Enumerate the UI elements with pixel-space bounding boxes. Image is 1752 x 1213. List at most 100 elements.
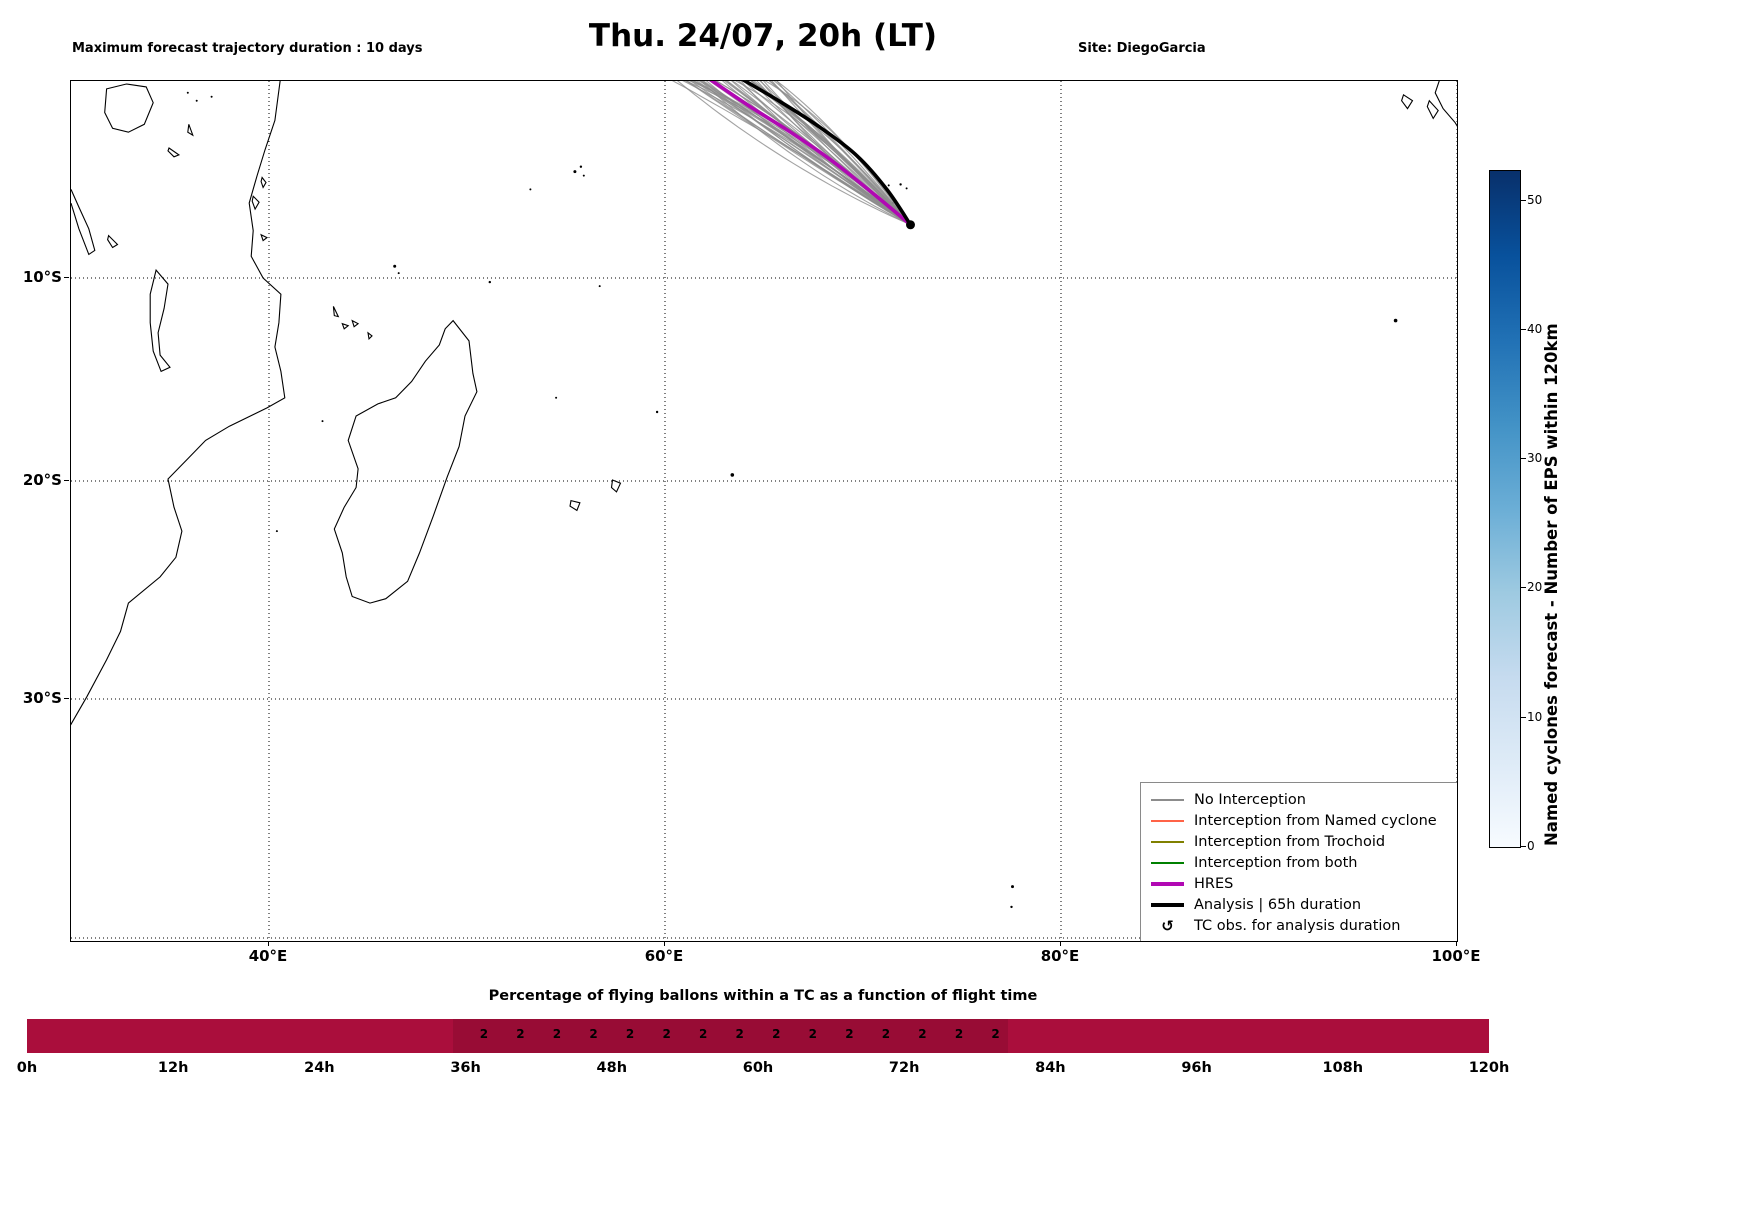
small-island-dot [1010,905,1013,909]
bar-value-label: 2 [552,1027,562,1041]
balloon-tc-bar [27,1019,1489,1053]
flight-time-tick-label: 24h [304,1060,335,1076]
colorbar-tick-mark [1521,846,1526,847]
eps-trajectory [771,81,911,226]
flight-time-tick-label: 96h [1181,1060,1212,1076]
flight-time-tick-label: 84h [1035,1060,1066,1076]
legend-item: ↺ TC obs. for analysis duration [1151,915,1453,936]
legend-label: Analysis | 65h duration [1194,896,1362,913]
legend-label: HRES [1194,875,1234,892]
colorbar-tick-mark [1521,716,1526,718]
island-outline [260,233,269,242]
y-tick-mark [64,480,69,481]
small-island-dot [1393,318,1398,323]
legend-line-sample [1151,819,1184,822]
y-tick-mark [64,277,69,278]
legend-label: Interception from both [1194,854,1358,871]
small-island-dot [195,99,198,102]
legend-item: No Interception [1151,789,1453,810]
x-tick-label: 80°E [1040,947,1080,965]
x-tick-mark [664,941,665,946]
trajectory-endpoint-dot [906,220,915,230]
x-tick-mark [1060,941,1061,946]
bar-value-label: 2 [698,1027,708,1041]
flight-time-tick-label: 108h [1322,1060,1364,1076]
colorbar-tick-mark [1521,328,1526,330]
y-tick-label: 20°S [22,471,62,489]
legend-label: Interception from Named cyclone [1194,812,1437,829]
bar-value-label: 2 [881,1027,891,1041]
small-island-dot [573,170,577,174]
island-outline [149,268,171,373]
bar-value-label: 2 [918,1027,927,1041]
legend-item: Analysis | 65h duration [1151,894,1453,915]
map-plot: No Interception Interception from Named c… [70,80,1458,942]
legend-line [1151,881,1184,886]
hres-trajectory [709,81,912,227]
small-island-dot [598,285,601,288]
island-outline [260,176,267,189]
legend-item: HRES [1151,873,1453,894]
island-outline [333,319,478,604]
tc-obs-icon: ↺ [1161,916,1174,935]
small-island-dot [397,272,400,275]
small-island-dot [582,174,585,177]
x-tick-mark [1456,941,1457,946]
legend-label: TC obs. for analysis duration [1194,917,1401,934]
colorbar-tick-label: 30 [1527,451,1543,466]
flight-time-tick-label: 36h [450,1060,481,1076]
small-island-dot [655,410,659,414]
bar-value-label: 2 [589,1027,598,1041]
flight-time-tick-label: 48h [596,1060,628,1076]
colorbar-tick-label: 10 [1527,709,1543,724]
legend-line-sample [1151,861,1184,864]
y-tick-label: 30°S [22,689,62,707]
small-island-dot [905,187,908,190]
bar-value-label: 2 [845,1027,854,1041]
small-island-dot [899,183,902,186]
island-outline [332,306,340,318]
small-island-dot [321,420,324,423]
flight-time-tick-label: 12h [157,1060,189,1076]
bar-value-label: 2 [991,1027,1000,1041]
bar-highlight-segment [453,1019,1008,1053]
colorbar-tick-mark [1521,458,1526,460]
x-tick-label: 40°E [248,947,288,965]
small-island-dot [488,280,491,284]
flight-time-tick-label: 0h [16,1060,38,1076]
bar-value-label: 2 [662,1027,671,1041]
colorbar-tick-mark [1521,199,1526,201]
y-tick-mark [64,698,69,699]
flight-time-tick-label: 120h [1468,1060,1510,1076]
param-max-duration: Maximum forecast trajectory duration : 1… [72,41,423,56]
bar-value-label: 2 [735,1027,744,1041]
info-site: Site: DiegoGarcia [1078,41,1206,56]
analysis-trajectory [741,81,913,226]
island-outline [1400,93,1414,110]
map-legend: No Interception Interception from Named c… [1140,782,1457,941]
island-outline [1426,99,1439,120]
colorbar-label: Named cyclones forecast - Number of EPS … [1542,323,1561,846]
island-outline [341,322,350,330]
legend-line [1151,861,1184,864]
small-island-dot [210,95,213,98]
island-outline [167,147,181,158]
bar-value-label: 2 [625,1027,635,1041]
legend-item: Interception from Trochoid [1151,831,1453,852]
coastline [71,81,286,726]
eps-trajectory [676,81,911,226]
legend-line [1151,902,1184,907]
bar-value-label: 2 [516,1027,525,1041]
flight-time-tick-label: 60h [742,1060,774,1076]
small-island-dot [186,91,189,94]
x-tick-label: 60°E [644,947,684,965]
eps-trajectory [769,81,911,226]
legend-line [1151,840,1184,843]
small-island-dot [393,264,397,268]
legend-line-sample [1151,840,1184,843]
colorbar-tick-label: 50 [1527,192,1543,207]
legend-line-sample [1151,881,1184,886]
colorbar [1489,170,1521,848]
island-outline [251,195,260,211]
